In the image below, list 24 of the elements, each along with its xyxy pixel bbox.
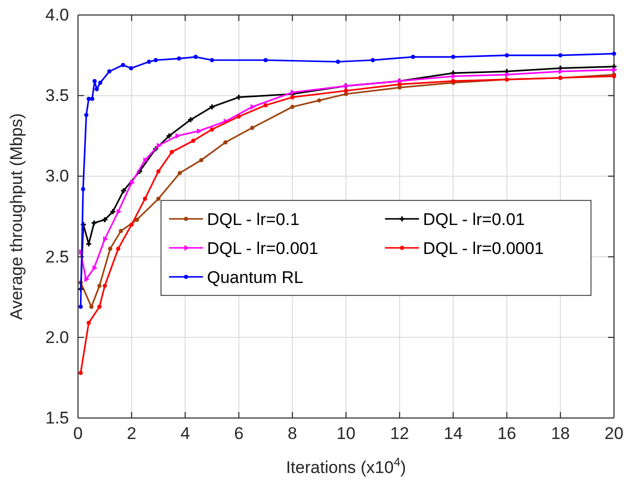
legend-label: DQL - lr=0.1 (207, 210, 300, 229)
x-tick-label: 2 (126, 424, 136, 444)
x-tick-label: 0 (73, 424, 83, 444)
x-tick-label: 18 (550, 424, 570, 444)
x-tick-label: 20 (604, 424, 624, 444)
x-tick-label: 12 (390, 424, 410, 444)
y-tick-label: 3.5 (45, 86, 69, 106)
legend-label: DQL - lr=0.001 (207, 238, 318, 258)
x-tick-label: 16 (497, 424, 516, 444)
legend-label: DQL - lr=0.0001 (423, 238, 544, 258)
y-tick-label: 4.0 (45, 5, 69, 24)
x-tick-label: 4 (180, 424, 190, 444)
y-tick-label: 1.5 (45, 408, 69, 428)
legend-label: DQL - lr=0.01 (423, 210, 525, 229)
x-tick-label: 8 (288, 424, 298, 444)
y-axis-title: Average throughput (Mbps) (7, 113, 26, 320)
x-tick-label: 10 (336, 424, 356, 444)
y-tick-label: 2.0 (45, 328, 69, 347)
legend-label: Quantum RL (207, 268, 304, 287)
x-tick-label: 14 (444, 424, 463, 444)
y-tick-label: 3.0 (45, 166, 69, 186)
y-tick-label: 2.5 (45, 247, 69, 266)
x-tick-label: 6 (234, 424, 244, 444)
x-axis-title: Iterations (x10$^{4}$) (286, 455, 406, 477)
